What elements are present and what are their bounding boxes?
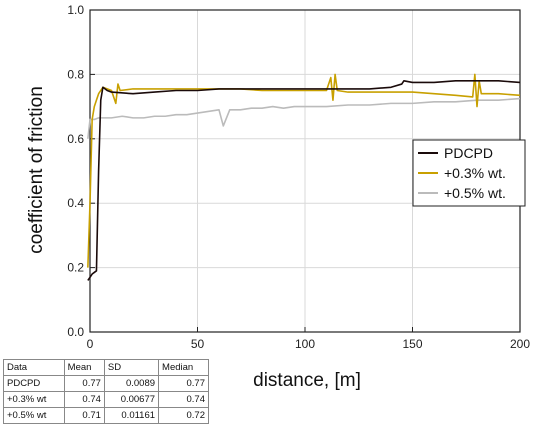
y-tick-label-5: 1.0 bbox=[67, 3, 84, 17]
legend-label-1: +0.3% wt. bbox=[444, 165, 506, 181]
x-tick-label-0: 0 bbox=[87, 337, 94, 351]
stats-cell: 0.0089 bbox=[103, 375, 160, 392]
stats-cell: 0.01161 bbox=[103, 407, 160, 424]
stats-row: PDCPD 0.77 0.0089 0.77 bbox=[3, 375, 209, 392]
y-tick-label-1: 0.2 bbox=[67, 261, 84, 275]
y-tick-label-4: 0.8 bbox=[67, 67, 84, 81]
stats-cell: PDCPD bbox=[3, 375, 65, 392]
stats-cell: 0.71 bbox=[63, 407, 105, 424]
x-tick-label-3: 150 bbox=[402, 337, 422, 351]
stats-header-row: Data Mean SD Median bbox=[3, 359, 209, 376]
axes: 0 50 100 150 200 0.0 0.2 0.4 0.6 0.8 1.0 bbox=[67, 3, 530, 351]
stats-header-cell: Data bbox=[3, 359, 65, 376]
legend-label-2: +0.5% wt. bbox=[444, 185, 506, 201]
x-axis-title: distance, [m] bbox=[253, 370, 361, 391]
stats-cell: 0.77 bbox=[63, 375, 105, 392]
stats-cell: +0.5% wt bbox=[3, 407, 65, 424]
stats-header-cell: Median bbox=[158, 359, 209, 376]
series-line-2 bbox=[87, 97, 521, 139]
stats-cell: 0.74 bbox=[158, 391, 209, 408]
y-tick-label-3: 0.6 bbox=[67, 132, 84, 146]
legend-label-0: PDCPD bbox=[444, 145, 493, 161]
stats-header-cell: SD bbox=[103, 359, 160, 376]
stats-cell: 0.77 bbox=[158, 375, 209, 392]
y-axis-title: coefficient of friction bbox=[26, 86, 47, 254]
stats-header-cell: Mean bbox=[63, 359, 105, 376]
x-tick-label-4: 200 bbox=[510, 337, 530, 351]
x-tick-label-2: 100 bbox=[295, 337, 315, 351]
stats-row: +0.5% wt 0.71 0.01161 0.72 bbox=[3, 407, 209, 424]
stats-row: +0.3% wt 0.74 0.00677 0.74 bbox=[3, 391, 209, 408]
series-line-0 bbox=[87, 80, 521, 281]
stats-table: Data Mean SD Median PDCPD 0.77 0.0089 0.77 +0.3%… bbox=[3, 359, 209, 424]
stats-cell: +0.3% wt bbox=[3, 391, 65, 408]
y-tick-label-0: 0.0 bbox=[67, 325, 84, 339]
stats-cell: 0.00677 bbox=[103, 391, 160, 408]
stats-cell: 0.72 bbox=[158, 407, 209, 424]
legend: PDCPD +0.3% wt. +0.5% wt. bbox=[412, 139, 526, 207]
series-lines bbox=[87, 73, 521, 281]
y-tick-label-2: 0.4 bbox=[67, 196, 84, 210]
stats-cell: 0.74 bbox=[63, 391, 105, 408]
x-tick-label-1: 50 bbox=[191, 337, 205, 351]
